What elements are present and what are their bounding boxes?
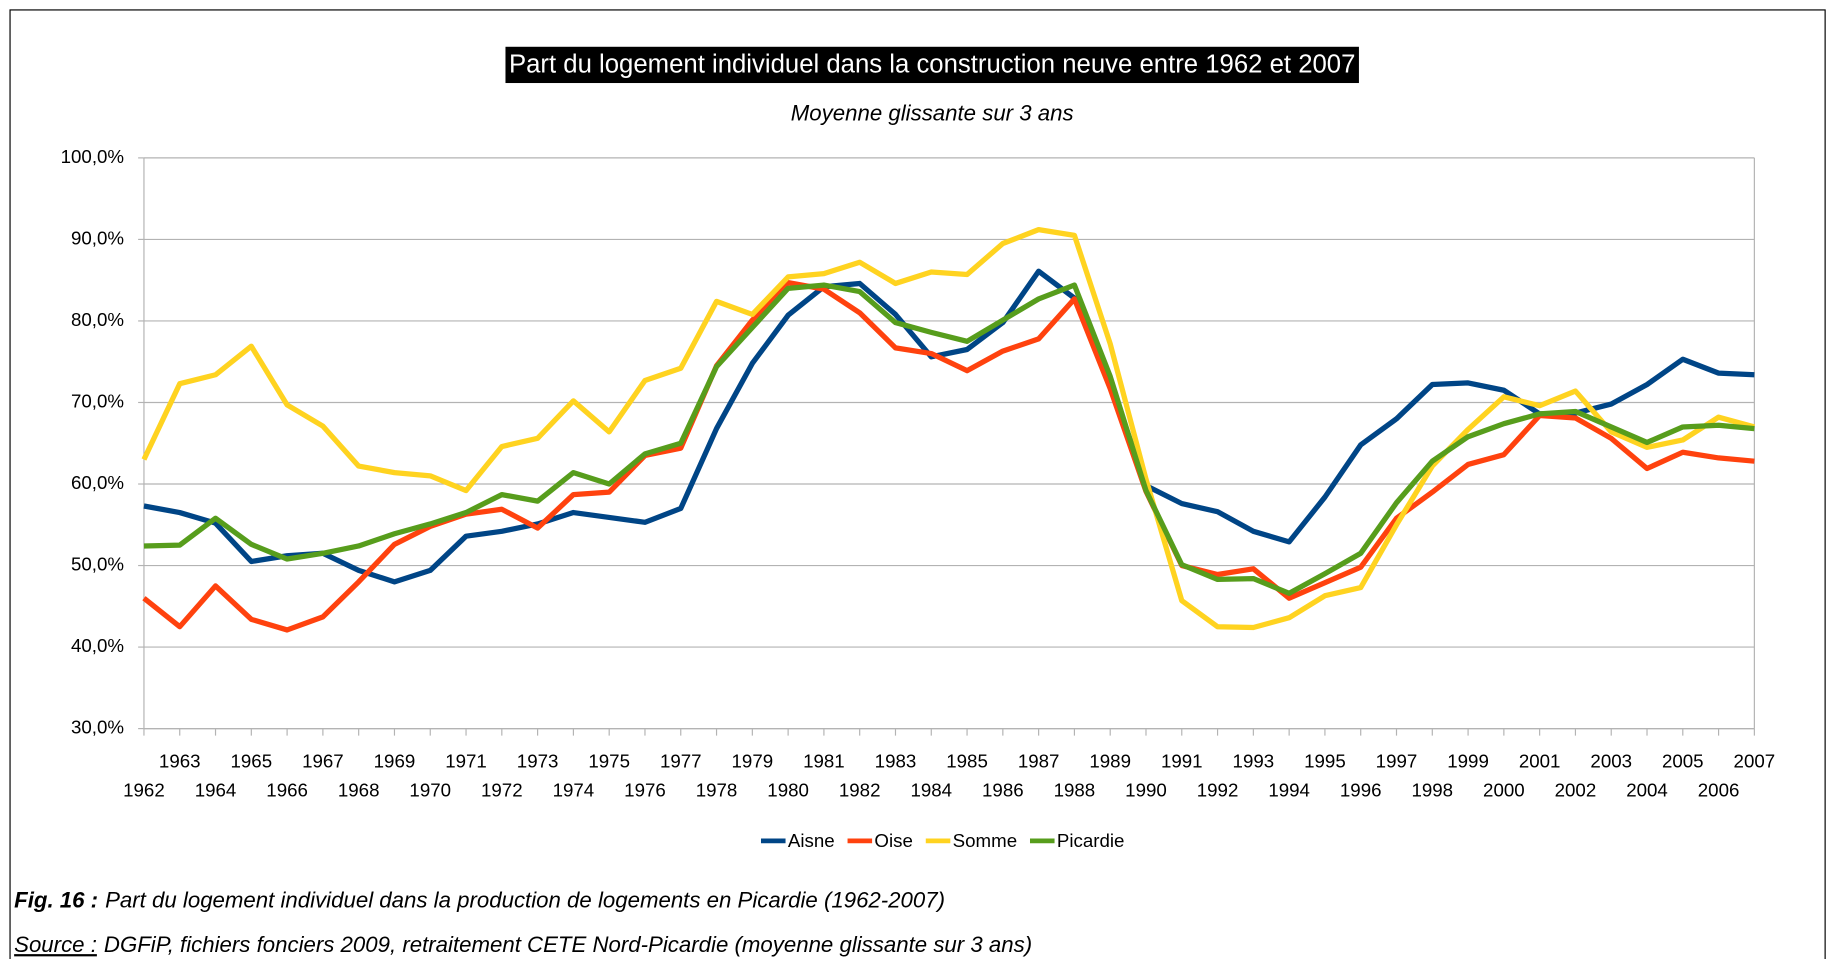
source-label: Source : <box>14 932 97 957</box>
x-tick-label: 2006 <box>1698 780 1740 801</box>
y-tick-label: 80,0% <box>71 309 124 330</box>
x-tick-label: 2000 <box>1483 780 1525 801</box>
series-line <box>142 279 1755 633</box>
x-tick-label: 2004 <box>1626 780 1668 801</box>
chart-title: Part du logement individuel dans la cons… <box>509 50 1355 78</box>
x-tick-label: 2003 <box>1590 750 1632 771</box>
x-tick-label: 1981 <box>803 750 845 771</box>
x-tick-label: 1979 <box>732 750 774 771</box>
caption: Fig. 16 : Part du logement individuel dan… <box>14 888 945 913</box>
y-tick-label: 90,0% <box>71 227 124 248</box>
y-tick-label: 50,0% <box>71 553 124 574</box>
x-tick-label: 1998 <box>1411 780 1453 801</box>
x-tick-label: 1973 <box>517 750 559 771</box>
x-tick-label: 2007 <box>1734 750 1776 771</box>
x-tick-label: 1976 <box>624 780 666 801</box>
x-tick-label: 1977 <box>660 750 702 771</box>
x-tick-label: 1970 <box>409 780 451 801</box>
legend-label: Aisne <box>788 830 835 851</box>
source-text: DGFiP, fichiers fonciers 2009, retraitem… <box>104 932 1032 957</box>
x-tick-label: 2002 <box>1555 780 1597 801</box>
x-tick-label: 1975 <box>588 750 630 771</box>
x-tick-label: 1997 <box>1376 750 1418 771</box>
x-tick-label: 1964 <box>195 780 237 801</box>
x-tick-label: 1984 <box>910 780 952 801</box>
caption-text: Part du logement individuel dans la prod… <box>105 888 945 913</box>
x-tick-label: 1990 <box>1125 780 1167 801</box>
chart-subtitle: Moyenne glissante sur 3 ans <box>791 100 1074 125</box>
x-tick-label: 1987 <box>1018 750 1060 771</box>
x-tick-label: 1986 <box>982 780 1024 801</box>
legend-label: Picardie <box>1057 830 1125 851</box>
x-tick-label: 1969 <box>374 750 416 771</box>
series-line <box>143 282 1755 596</box>
x-tick-label: 1995 <box>1304 750 1346 771</box>
legend-label: Somme <box>953 830 1017 851</box>
x-tick-label: 1972 <box>481 780 523 801</box>
x-tick-label: 1962 <box>123 780 165 801</box>
x-tick-label: 1988 <box>1054 780 1096 801</box>
title-background <box>505 46 1359 84</box>
x-tick-label: 1994 <box>1268 780 1310 801</box>
x-tick-label: 1980 <box>767 780 809 801</box>
y-tick-label: 30,0% <box>71 717 124 738</box>
x-tick-label: 1996 <box>1340 780 1382 801</box>
x-tick-label: 1966 <box>266 780 308 801</box>
y-tick-label: 70,0% <box>71 390 124 411</box>
x-tick-label: 1967 <box>302 750 344 771</box>
source: Source : DGFiP, fichiers fonciers 2009, r… <box>14 932 1032 957</box>
caption-label: Fig. 16 : <box>14 888 98 913</box>
x-tick-label: 1992 <box>1197 780 1239 801</box>
x-tick-label: 1982 <box>839 780 881 801</box>
y-tick-label: 100,0% <box>61 146 124 167</box>
series-line <box>143 268 1755 585</box>
x-tick-label: 1978 <box>696 780 738 801</box>
x-tick-label: 1965 <box>231 750 273 771</box>
x-tick-label: 1985 <box>946 750 988 771</box>
x-tick-label: 1999 <box>1447 750 1489 771</box>
x-tick-label: 1963 <box>159 750 201 771</box>
x-tick-label: 1968 <box>338 780 380 801</box>
x-tick-label: 1993 <box>1233 750 1275 771</box>
x-tick-label: 1974 <box>553 780 595 801</box>
x-tick-label: 1983 <box>875 750 917 771</box>
x-tick-label: 1971 <box>445 750 487 771</box>
x-tick-label: 1989 <box>1089 750 1131 771</box>
x-tick-label: 2001 <box>1519 750 1561 771</box>
y-tick-label: 60,0% <box>71 472 124 493</box>
x-tick-label: 1991 <box>1161 750 1203 771</box>
series-line <box>141 227 1756 631</box>
x-tick-label: 2005 <box>1662 750 1704 771</box>
y-tick-label: 40,0% <box>71 635 124 656</box>
legend-label: Oise <box>874 830 912 851</box>
